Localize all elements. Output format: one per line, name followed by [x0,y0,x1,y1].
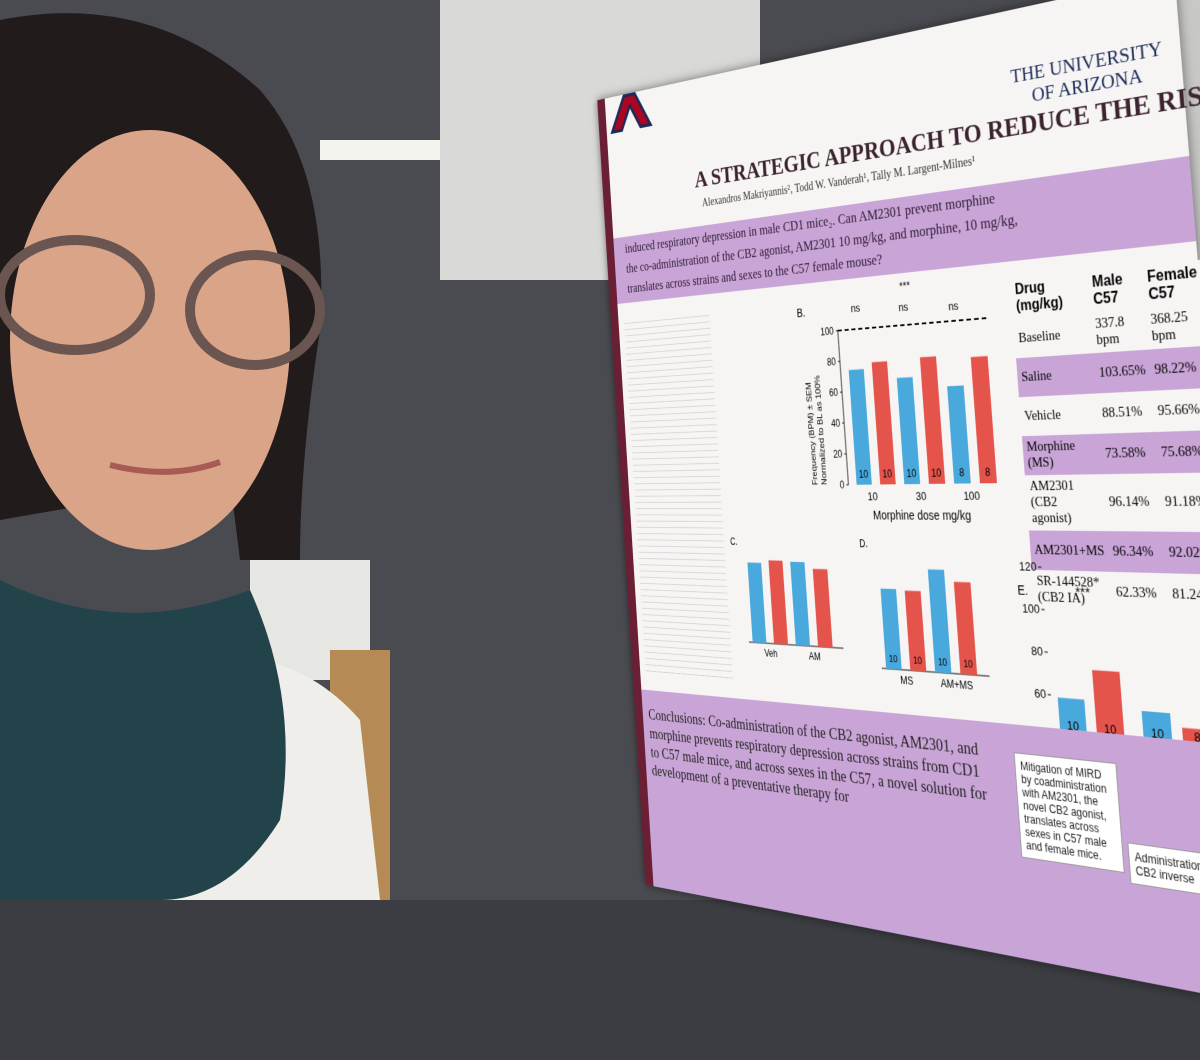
page: THE UNIVERSITYOF ARIZONA A STRATEGIC APP… [0,0,1200,900]
bar [813,569,833,648]
table-cell: AM2301 (CB2 agonist) [1025,474,1107,531]
y-tick-label: 120 [1019,560,1037,574]
table-cell: 88.51% [1096,391,1155,434]
y-tick-label: 80 [827,357,837,369]
table-cell: Saline [1016,353,1096,397]
y-tick-label: 60 [1034,687,1047,702]
y-tick-label: 80 [1031,645,1044,659]
bar [790,562,810,646]
table-cell: 98.22% [1148,346,1200,391]
conclusion-box: Mitigation of MIRD by coadministration w… [1014,752,1125,873]
table-cell: Female C57 [1142,260,1200,309]
significance: *** [899,279,911,293]
table-cell: 368.25 bpm [1145,304,1200,350]
table-row: AM2301 (CB2 agonist)96.14%91.18% [1025,472,1200,532]
n-label: 10 [859,469,869,481]
axis [838,331,849,485]
table-cell: 96.14% [1103,473,1163,531]
n-label: 10 [913,655,923,666]
person [0,0,380,900]
table-cell: 73.58% [1100,432,1159,474]
panel-label: E. [1017,583,1029,598]
table-cell: Morphine (MS) [1022,434,1103,476]
poster: THE UNIVERSITYOF ARIZONA A STRATEGIC APP… [597,0,1200,1004]
y-tick-label: 100 [1022,602,1040,616]
n-label: 10 [906,468,917,480]
table-cell: 103.65% [1093,350,1151,394]
x-tick-label: AM+MS [940,678,973,693]
x-tick-label: Veh [764,648,778,660]
x-axis-label: Morphine dose mg/kg [873,509,972,523]
n-label: 10 [888,653,897,664]
panel-label: D. [859,539,868,551]
bar [920,356,945,484]
n-label: 10 [963,658,973,670]
objectives-column [624,309,733,681]
significance: ns [948,300,960,314]
x-tick-label: AM [809,651,822,663]
bar [872,361,896,484]
table-cell: Drug (mg/kg) [1010,271,1090,319]
table-cell: 95.66% [1152,388,1200,432]
x-tick-label: 10 [867,491,878,504]
panel-b: B.Frequency (BPM) ± SEMNormalized to BL … [796,281,1012,521]
panel-c: C. Veh AM [730,535,856,684]
y-tick-label: 20 [833,449,843,461]
table-cell: Baseline [1013,313,1093,358]
table-cell: Vehicle [1019,393,1100,436]
y-tick-label: 40 [831,418,841,430]
significance: *** [1075,584,1091,601]
panel-d: D.10101010MSAM+MS [859,537,1019,716]
bar [768,560,788,644]
n-label: 10 [882,469,893,481]
significance: ns [898,301,909,315]
n-label: 10 [938,657,948,668]
y-tick-label: 100 [820,326,834,338]
face [10,130,290,550]
table-cell: Male C57 [1087,266,1145,313]
scarf [0,580,286,900]
panel-label: B. [796,306,805,320]
table-cell: 337.8 bpm [1090,309,1148,354]
x-tick-label: 100 [963,490,980,503]
bar [971,356,997,483]
bar [849,369,872,485]
y-tick-label: 0 [840,480,846,491]
x-tick-label: 30 [915,490,926,503]
table-cell: 91.18% [1158,472,1200,532]
n-label: 10 [931,468,942,480]
x-tick-label: MS [900,675,914,688]
panel-label: C. [730,537,738,548]
bar [747,563,766,644]
table-cell: 75.68% [1155,430,1200,473]
significance: ns [850,302,861,315]
table-row: Morphine (MS)73.58%75.68% [1022,430,1200,475]
table-row: Vehicle88.51%95.66% [1019,388,1200,436]
baseline [838,318,990,331]
y-tick-label: 60 [829,388,839,400]
